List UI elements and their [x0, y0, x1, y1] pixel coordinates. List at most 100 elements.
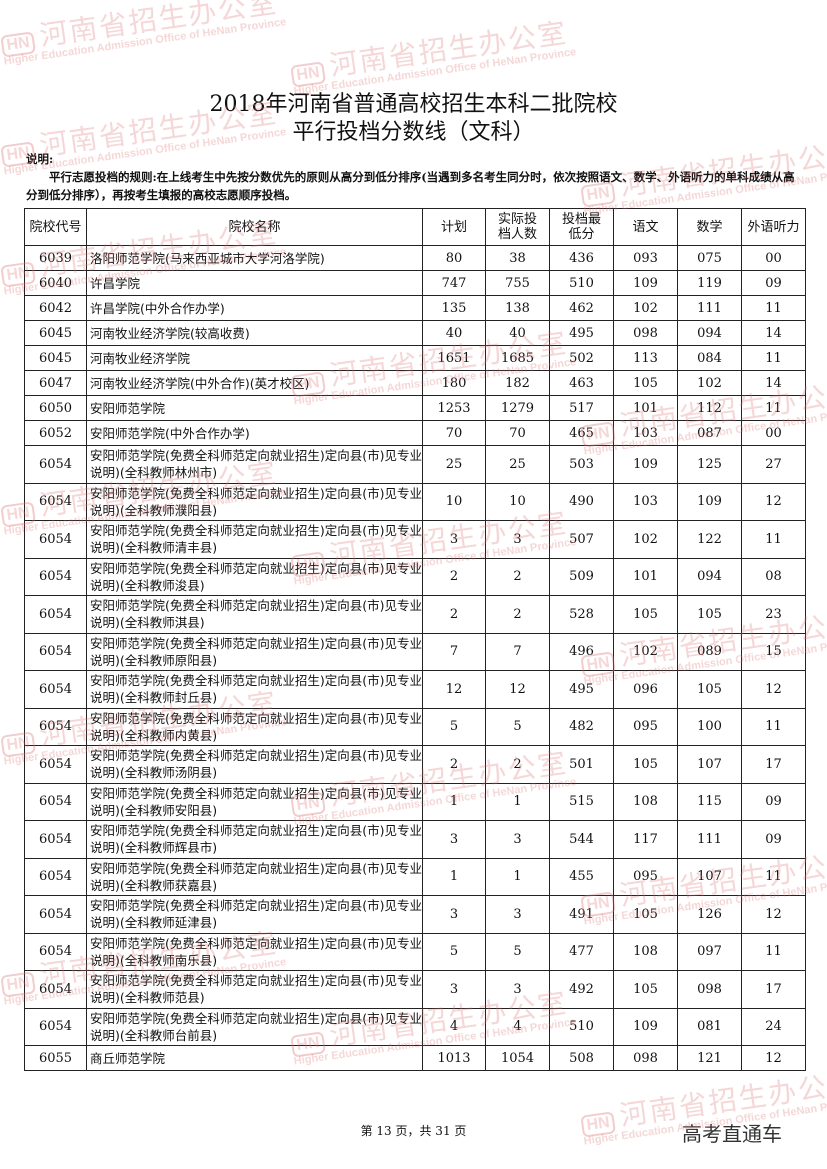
table-cell: 107: [677, 857, 742, 896]
table-cell: 3: [422, 520, 486, 559]
page-number: 第 13 页，共 31 页: [360, 1124, 467, 1138]
table-cell: 094: [677, 557, 742, 596]
table-cell: 5: [485, 707, 550, 746]
table-row: 6050 安阳师范学院 1253 1279 517 101 112 11: [24, 395, 806, 421]
table-cell: 7: [422, 632, 486, 671]
table-cell: 11: [741, 857, 806, 896]
table-cell: 105: [613, 595, 678, 634]
table-cell: 126: [677, 895, 742, 934]
table-cell: 6054: [24, 445, 87, 484]
note-label: 说明:: [26, 152, 54, 166]
table-cell: 安阳师范学院(免费全科师范定向就业招生)定向县(市)见专业说明)(全科教师南乐县…: [86, 932, 423, 971]
table-cell: 6054: [24, 482, 87, 521]
table-cell: 12: [741, 482, 806, 521]
table-cell: 084: [677, 345, 742, 371]
table-cell: 4: [485, 1007, 550, 1046]
table-cell: 490: [549, 482, 614, 521]
table-cell: 098: [613, 1045, 678, 1071]
table-row: 6054 安阳师范学院(免费全科师范定向就业招生)定向县(市)见专业说明)(全科教…: [24, 895, 806, 934]
table-cell: 6054: [24, 745, 87, 784]
score-table: 院校代号 院校名称 计划 实际投档人数 投档最低分 语文 数学 外语听力 6039 洛阳师范学院…: [24, 208, 806, 1071]
table-cell: 3: [485, 820, 550, 859]
table-cell: 25: [422, 445, 486, 484]
table-cell: 6042: [24, 295, 87, 321]
table-row: 6045 河南牧业经济学院(较高收费) 40 40 495 098 094 14: [24, 320, 806, 346]
table-cell: 102: [613, 632, 678, 671]
table-cell: 15: [741, 632, 806, 671]
table-cell: 11: [741, 345, 806, 371]
table-cell: 105: [613, 745, 678, 784]
table-cell: 11: [741, 295, 806, 321]
column-header: 语文: [613, 208, 678, 246]
table-cell: 2: [422, 557, 486, 596]
table-cell: 108: [613, 782, 678, 821]
table-cell: 075: [677, 245, 742, 271]
table-row: 6054 安阳师范学院(免费全科师范定向就业招生)定向县(市)见专业说明)(全科教…: [24, 670, 806, 709]
table-cell: 109: [613, 270, 678, 296]
table-cell: 70: [422, 420, 486, 446]
table-cell: 103: [613, 482, 678, 521]
column-header: 院校名称: [86, 208, 423, 246]
table-cell: 101: [613, 395, 678, 421]
table-cell: 6045: [24, 320, 87, 346]
column-header: 实际投档人数: [485, 208, 550, 246]
table-cell: 12: [741, 1045, 806, 1071]
table-cell: 3: [485, 895, 550, 934]
table-cell: 14: [741, 320, 806, 346]
table-cell: 10: [485, 482, 550, 521]
table-cell: 河南牧业经济学院: [86, 345, 423, 371]
table-cell: 135: [422, 295, 486, 321]
table-cell: 517: [549, 395, 614, 421]
table-cell: 6055: [24, 1045, 87, 1071]
table-cell: 安阳师范学院(免费全科师范定向就业招生)定向县(市)见专业说明)(全科教师淇县): [86, 595, 423, 634]
table-cell: 492: [549, 970, 614, 1009]
table-row: 6054 安阳师范学院(免费全科师范定向就业招生)定向县(市)见专业说明)(全科教…: [24, 857, 806, 896]
table-cell: 495: [549, 320, 614, 346]
table-cell: 河南牧业经济学院(较高收费): [86, 320, 423, 346]
table-cell: 510: [549, 270, 614, 296]
table-cell: 12: [422, 670, 486, 709]
table-cell: 2: [485, 745, 550, 784]
table-cell: 6054: [24, 632, 87, 671]
table-cell: 125: [677, 445, 742, 484]
table-cell: 5: [485, 932, 550, 971]
table-cell: 1054: [485, 1045, 550, 1071]
table-cell: 6040: [24, 270, 87, 296]
table-cell: 安阳师范学院(免费全科师范定向就业招生)定向县(市)见专业说明)(全科教师内黄县…: [86, 707, 423, 746]
table-cell: 095: [613, 707, 678, 746]
table-cell: 089: [677, 632, 742, 671]
table-cell: 4: [422, 1007, 486, 1046]
table-cell: 3: [485, 520, 550, 559]
watermark: HN 河南省招生办公室 Higher Education Admission Off…: [0, 0, 287, 68]
table-cell: 17: [741, 970, 806, 1009]
table-cell: 102: [613, 295, 678, 321]
table-cell: 安阳师范学院(免费全科师范定向就业招生)定向县(市)见专业说明)(全科教师清丰县…: [86, 520, 423, 559]
table-cell: 2: [422, 595, 486, 634]
table-cell: 095: [613, 857, 678, 896]
table-cell: 6054: [24, 857, 87, 896]
table-cell: 安阳师范学院: [86, 395, 423, 421]
table-row: 6055 商丘师范学院 1013 1054 508 098 121 12: [24, 1045, 806, 1071]
table-cell: 5: [422, 932, 486, 971]
table-cell: 1651: [422, 345, 486, 371]
table-row: 6047 河南牧业经济学院(中外合作)(英才校区) 180 182 463 105 102 1…: [24, 370, 806, 396]
table-cell: 6052: [24, 420, 87, 446]
table-row: 6054 安阳师范学院(免费全科师范定向就业招生)定向县(市)见专业说明)(全科教…: [24, 745, 806, 784]
table-cell: 17: [741, 745, 806, 784]
table-cell: 12: [741, 670, 806, 709]
table-cell: 40: [422, 320, 486, 346]
table-cell: 109: [613, 445, 678, 484]
table-row: 6040 许昌学院 747 755 510 109 119 09: [24, 270, 806, 296]
table-cell: 3: [422, 970, 486, 1009]
table-cell: 6050: [24, 395, 87, 421]
table-cell: 101: [613, 557, 678, 596]
table-cell: 安阳师范学院(免费全科师范定向就业招生)定向县(市)见专业说明)(全科教师范县): [86, 970, 423, 1009]
table-cell: 24: [741, 1007, 806, 1046]
column-header: 院校代号: [24, 208, 87, 246]
watermark-logo: HN: [290, 60, 327, 88]
table-cell: 436: [549, 245, 614, 271]
table-cell: 112: [677, 395, 742, 421]
table-cell: 496: [549, 632, 614, 671]
table-cell: 1279: [485, 395, 550, 421]
table-row: 6042 许昌学院(中外合作办学) 135 138 462 102 111 11: [24, 295, 806, 321]
